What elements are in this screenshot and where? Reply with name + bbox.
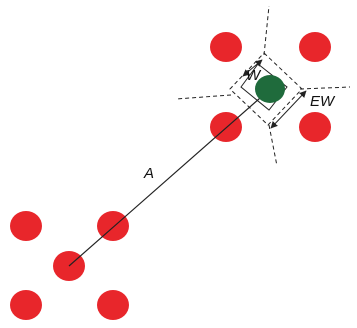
target-dot (97, 211, 129, 241)
width-label: W (246, 67, 262, 84)
effective-width-dimension-arrow (270, 90, 307, 129)
target-dot (97, 290, 129, 320)
target-dot (210, 32, 242, 62)
region-boundaries (175, 5, 351, 167)
effective-width-region (229, 52, 303, 126)
amplitude-label: A (143, 165, 154, 182)
target-dot (299, 112, 331, 142)
target-dot (299, 32, 331, 62)
width-dimension-arrow (242, 59, 263, 77)
target-dot (10, 211, 42, 241)
effective-width-label: EW (310, 93, 336, 110)
target-dot (10, 290, 42, 320)
amplitude-arrow (68, 90, 269, 267)
